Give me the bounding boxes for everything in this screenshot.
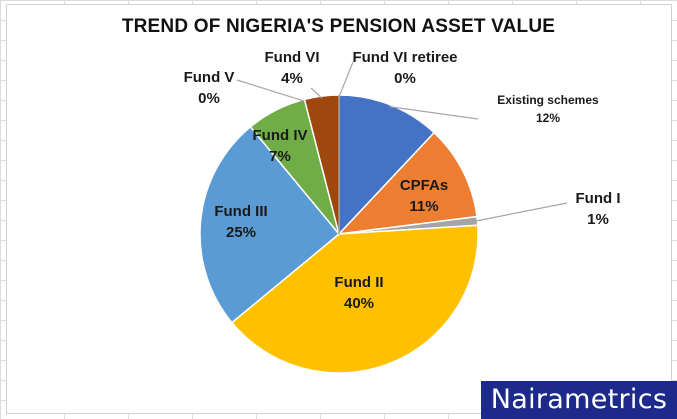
brand-logo: Nairametrics xyxy=(481,381,677,419)
slice-label-existing-schemes: Existing schemes xyxy=(497,93,599,107)
pie-slice-fund-iii[interactable] xyxy=(199,125,341,324)
leader-line-existing-schemes xyxy=(389,106,479,120)
slice-value-fund-iii: 25% xyxy=(226,224,256,241)
slice-label-cpfas: CPFAs xyxy=(400,177,448,194)
leader-line-fund-i xyxy=(475,202,568,222)
slice-label-fund-iv: Fund IV xyxy=(253,127,308,144)
chart-title: TREND OF NIGERIA'S PENSION ASSET VALUE xyxy=(121,16,556,37)
slice-value-fund-ii: 40% xyxy=(344,295,374,312)
leader-line-fund-vi-retiree xyxy=(338,61,354,98)
pie-slice-fund-ii[interactable] xyxy=(230,224,479,374)
slice-label-fund-i: Fund I xyxy=(576,190,621,207)
pie-slice-cpfas[interactable] xyxy=(337,131,478,236)
slice-value-fund-vi-retiree: 0% xyxy=(394,70,416,87)
slice-value-fund-iv: 7% xyxy=(269,148,291,165)
slice-label-fund-ii: Fund II xyxy=(334,274,383,291)
pie-slice-existing-schemes[interactable] xyxy=(338,94,436,236)
slice-value-fund-vi: 4% xyxy=(281,70,303,87)
slice-label-fund-vi-retiree: Fund VI retiree xyxy=(352,49,457,66)
slice-label-fund-iii: Fund III xyxy=(214,203,267,220)
leader-line-fund-vi xyxy=(310,87,323,99)
slice-value-cpfas: 11% xyxy=(409,198,438,215)
slice-label-fund-v: Fund V xyxy=(184,69,235,86)
slice-value-fund-i: 1% xyxy=(587,211,609,228)
leader-line-fund-v xyxy=(236,79,306,102)
slice-value-existing-schemes: 12% xyxy=(536,111,560,125)
slice-label-fund-vi: Fund VI xyxy=(265,49,320,66)
slice-value-fund-v: 0% xyxy=(198,90,220,107)
